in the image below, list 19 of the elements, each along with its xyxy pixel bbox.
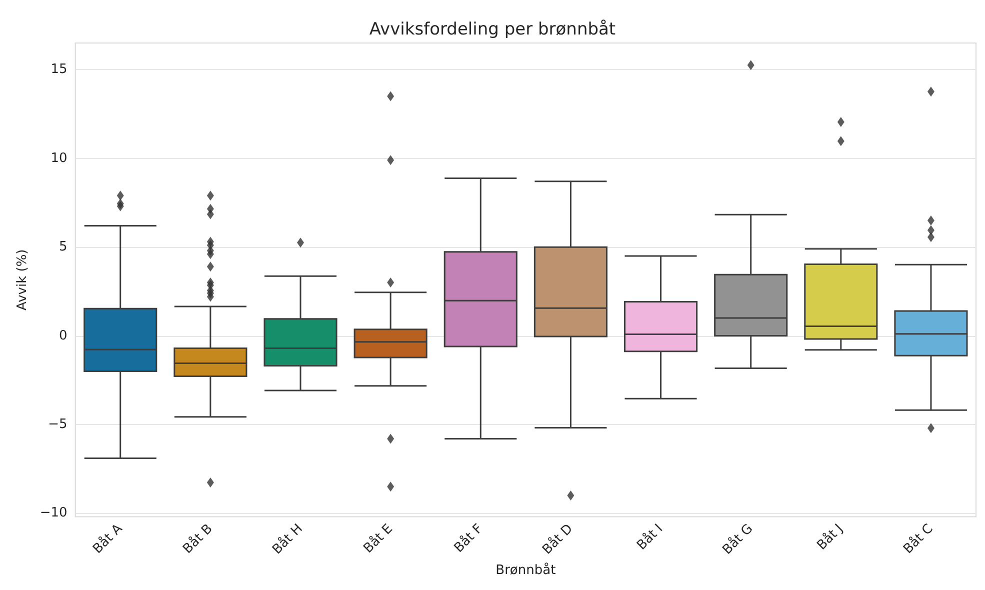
- x-tick-label: Båt C: [900, 520, 936, 557]
- y-tick-label: −5: [48, 417, 68, 432]
- y-axis-title: Avvik (%): [15, 249, 30, 311]
- x-tick-label: Båt G: [719, 520, 756, 558]
- x-tick-label: Båt B: [180, 520, 216, 557]
- y-tick-label: 5: [59, 240, 68, 255]
- y-tick-label: −10: [40, 506, 68, 521]
- chart-title: Avviksfordeling per brønnbåt: [369, 20, 616, 40]
- x-tick-label: Båt D: [539, 520, 576, 558]
- x-tick-label: Båt I: [634, 520, 666, 554]
- y-tick-label: 0: [59, 328, 68, 344]
- x-tick-label: Båt J: [814, 520, 846, 554]
- x-tick-label: Båt A: [90, 520, 126, 557]
- y-tick-label: 10: [50, 150, 68, 166]
- x-tick-label: Båt E: [360, 520, 396, 556]
- x-tick-label: Båt F: [450, 520, 486, 556]
- x-axis-title: Brønnbåt: [496, 562, 556, 578]
- y-tick-label: 15: [50, 62, 68, 78]
- x-tick-label: Båt H: [269, 520, 306, 558]
